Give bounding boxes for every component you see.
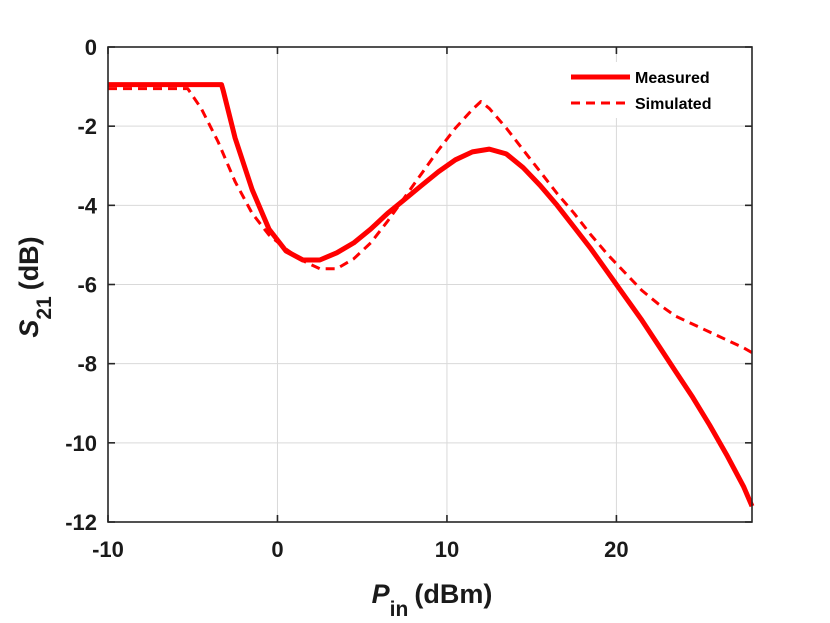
y-tick-label: -10 [65,431,97,456]
y-tick-label: -6 [77,273,97,298]
x-tick-label: 20 [604,537,628,562]
x-axis-label-unit: (dBm) [414,579,492,609]
y-axis-label-subscript: 21 [33,296,56,320]
y-tick-label: -4 [77,193,97,218]
y-axis-label: S21 (dB) [14,236,56,337]
x-axis-label: Pin(dBm) [372,579,493,621]
x-axis-label-subscript: in [390,598,409,621]
y-tick-label: -2 [77,114,97,139]
axis-ticks [107,46,752,523]
legend-box [560,62,738,118]
legend-label-simulated: Simulated [635,96,711,113]
plot-series [108,82,755,508]
tick-labels: -10 0 10 200-2-4-6-8-10-12 [65,35,628,562]
series-line-simulated [108,87,753,354]
y-tick-label: -8 [77,352,97,377]
legend-label-measured: Measured [635,70,710,87]
y-tick-label: -12 [65,510,97,535]
y-axis-label-symbol: S [14,320,44,338]
x-tick-label: 10 [435,537,459,562]
x-axis-label-symbol: P [372,579,391,609]
y-axis-label-unit: (dB) [14,236,44,290]
x-tick-label: -10 [92,537,124,562]
x-tick-label: 0 [271,537,283,562]
legend: Measured Simulated [560,62,738,118]
y-tick-label: 0 [85,35,97,60]
